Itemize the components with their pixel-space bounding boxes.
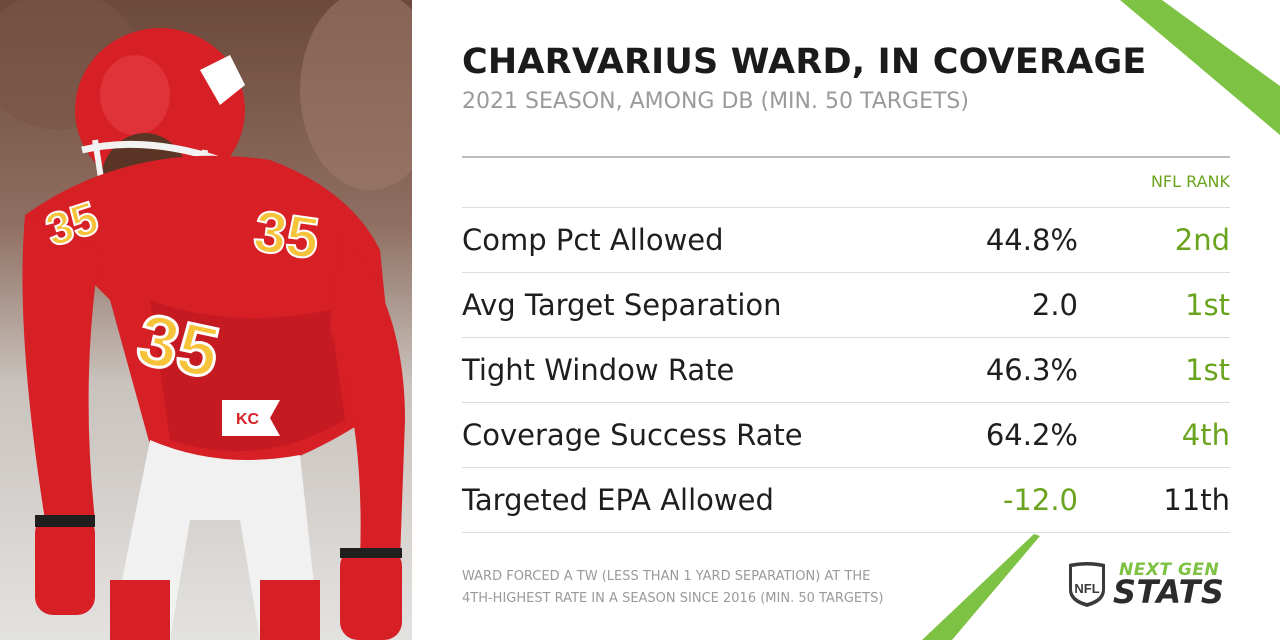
metric-value: 44.8% — [985, 223, 1078, 257]
footnote-line: 4TH-HIGHEST RATE IN A SEASON SINCE 2016 … — [462, 591, 884, 606]
metric-rank: 1st — [1185, 353, 1230, 387]
metric-label: Comp Pct Allowed — [462, 223, 724, 257]
page-subtitle: 2021 SEASON, AMONG DB (MIN. 50 TARGETS) — [462, 89, 969, 114]
metric-rank: 11th — [1163, 483, 1230, 517]
metric-label: Coverage Success Rate — [462, 418, 803, 452]
bottom-green-stripe — [922, 534, 1040, 640]
footnote-line: WARD FORCED A TW (LESS THAN 1 YARD SEPAR… — [462, 569, 871, 584]
metric-label: Avg Target Separation — [462, 288, 782, 322]
metric-rank: 2nd — [1174, 223, 1230, 257]
page-title: CHARVARIUS WARD, IN COVERAGE — [462, 42, 1147, 82]
metric-label: Tight Window Rate — [462, 353, 735, 387]
metric-label: Targeted EPA Allowed — [462, 483, 774, 517]
table-row: Tight Window Rate 46.3% 1st — [462, 337, 1230, 402]
nfl-shield-text: NFL — [1074, 581, 1099, 596]
footnote: WARD FORCED A TW (LESS THAN 1 YARD SEPAR… — [462, 566, 942, 610]
stats-panel: CHARVARIUS WARD, IN COVERAGE 2021 SEASON… — [412, 0, 1280, 640]
table-row: Avg Target Separation 2.0 1st — [462, 272, 1230, 337]
table-row: Comp Pct Allowed 44.8% 2nd — [462, 207, 1230, 272]
metric-rank: 4th — [1181, 418, 1230, 452]
svg-text:KC: KC — [236, 411, 260, 428]
metric-value: -12.0 — [1002, 483, 1078, 517]
metric-rank: 1st — [1185, 288, 1230, 322]
table-row: Targeted EPA Allowed -12.0 11th — [462, 467, 1230, 533]
next-gen-text: NEXT GEN — [1119, 560, 1220, 580]
next-gen-stats-logo: NFL NEXT GEN STATS — [1067, 558, 1237, 611]
metric-value: 2.0 — [1031, 288, 1078, 322]
header-divider — [462, 156, 1230, 158]
jersey-number-chest: 35 — [131, 299, 226, 394]
corner-green-stripe — [1120, 0, 1280, 135]
rank-column-header: NFL RANK — [1150, 172, 1230, 191]
player-photo: KC 35 35 35 — [0, 0, 412, 640]
table-row: Coverage Success Rate 64.2% 4th — [462, 402, 1230, 467]
stats-table: Comp Pct Allowed 44.8% 2nd Avg Target Se… — [462, 207, 1230, 533]
metric-value: 64.2% — [985, 418, 1078, 452]
stats-text: STATS — [1113, 573, 1225, 611]
jersey-number-shoulder-right: 35 — [250, 198, 323, 271]
metric-value: 46.3% — [985, 353, 1078, 387]
nfl-shield-icon: NFL — [1069, 562, 1105, 607]
